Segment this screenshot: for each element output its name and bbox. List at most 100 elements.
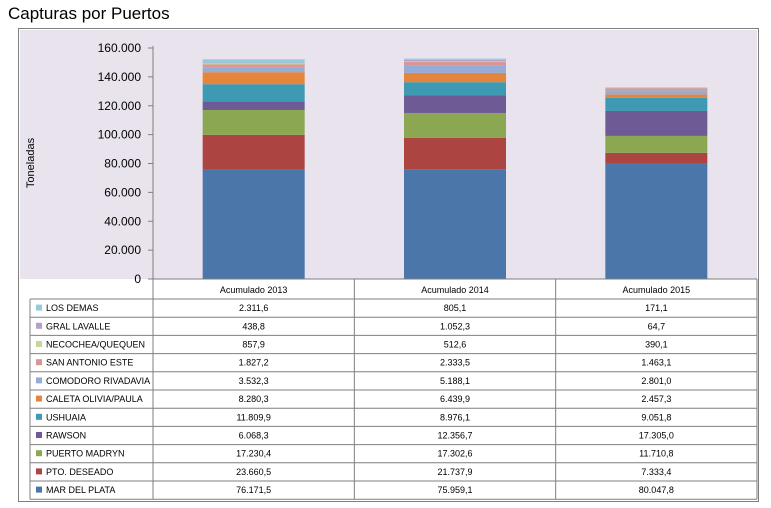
legend-label: NECOCHEA/QUEQUEN — [46, 340, 145, 350]
data-label: 3.532,3 — [239, 376, 269, 386]
bar-segment — [404, 95, 506, 113]
data-label: 17.305,0 — [639, 431, 674, 441]
data-label: 805,1 — [444, 303, 467, 313]
bar-segment — [202, 134, 305, 170]
bar-segment — [404, 58, 506, 60]
data-label: 17.230,4 — [236, 449, 271, 459]
bar-segment — [202, 72, 305, 85]
bar-segment — [202, 64, 305, 68]
bar-segment — [202, 109, 305, 135]
data-label: 11.809,9 — [236, 412, 270, 422]
legend-swatch — [36, 359, 42, 366]
y-tick-label: 100.000 — [98, 128, 142, 142]
bar-segment — [605, 94, 708, 98]
y-axis-label: Toneladas — [25, 137, 37, 188]
data-label: 12.356,7 — [437, 431, 472, 441]
data-label: 8.280,3 — [239, 394, 269, 404]
legend-swatch — [36, 377, 42, 384]
data-label: 1.463,1 — [641, 358, 671, 368]
data-label: 6.439,9 — [440, 394, 470, 404]
legend-swatch — [36, 341, 42, 347]
data-label: 80.047,8 — [639, 485, 674, 495]
legend-swatch — [36, 322, 42, 329]
data-label: 76.171,5 — [236, 485, 271, 495]
data-label: 512,6 — [444, 340, 467, 350]
data-label: 1.052,3 — [440, 321, 470, 331]
chart-title: Capturas por Puertos — [8, 4, 170, 23]
category-label: Acumulado 2013 — [220, 285, 288, 295]
y-tick-label: 140.000 — [98, 70, 142, 84]
data-label: 64,7 — [648, 321, 666, 331]
y-tick-label: 160.000 — [98, 41, 142, 55]
legend-swatch — [36, 304, 42, 311]
data-label: 2.311,6 — [239, 303, 268, 313]
data-label: 6.068,3 — [239, 431, 269, 441]
y-tick-label: 120.000 — [98, 99, 142, 113]
bar-segment — [605, 110, 708, 136]
legend-label: USHUAIA — [46, 412, 86, 422]
legend-label: LOS DEMAS — [46, 303, 99, 313]
data-label: 2.333,5 — [440, 358, 470, 368]
data-label: 390,1 — [645, 340, 668, 350]
data-label: 17.302,6 — [437, 449, 472, 459]
legend-swatch — [36, 432, 42, 438]
bar-segment — [404, 72, 506, 83]
legend-swatch — [36, 450, 42, 457]
data-label: 438,8 — [242, 321, 265, 331]
y-tick-label: 0 — [134, 272, 141, 286]
bar-segment — [605, 87, 708, 89]
category-label: Acumulado 2014 — [421, 285, 489, 295]
data-label: 21.737,9 — [437, 467, 472, 477]
data-label: 2.801,0 — [641, 376, 671, 386]
legend-label: COMODORO RIVADAVIA — [46, 376, 150, 386]
legend-swatch — [36, 486, 42, 493]
data-label: 9.051,8 — [641, 412, 671, 422]
data-label: 857,9 — [242, 340, 265, 350]
legend-swatch — [36, 395, 42, 402]
bar-segment — [202, 169, 305, 279]
data-label: 7.333,4 — [641, 467, 671, 477]
bar-segment — [404, 137, 506, 170]
bar-segment — [404, 112, 506, 138]
bar-segment — [202, 84, 305, 102]
data-label: 1.827,2 — [239, 358, 269, 368]
bar-segment — [605, 97, 708, 111]
bar-segment — [404, 82, 506, 96]
legend-swatch — [36, 413, 42, 420]
bar-segment — [404, 169, 506, 279]
data-label: 11.710,8 — [639, 449, 673, 459]
bar-segment — [404, 62, 506, 66]
legend-label: MAR DEL PLATA — [46, 485, 115, 495]
bar-segment — [202, 59, 305, 63]
legend-label: GRAL LAVALLE — [46, 321, 110, 331]
y-tick-label: 60.000 — [104, 185, 141, 199]
bar-segment — [404, 65, 506, 73]
bar-segment — [605, 88, 708, 91]
data-label: 5.188,1 — [440, 376, 470, 386]
y-tick-label: 40.000 — [104, 214, 141, 228]
bar-segment — [202, 67, 305, 73]
bar-segment — [202, 101, 305, 110]
data-label: 75.959,1 — [437, 485, 472, 495]
bar-segment — [605, 90, 708, 95]
legend-label: SAN ANTONIO ESTE — [46, 358, 133, 368]
legend-label: PTO. DESEADO — [46, 467, 113, 477]
data-label: 171,1 — [645, 303, 668, 313]
data-label: 2.457,3 — [641, 394, 671, 404]
legend-swatch — [36, 468, 42, 475]
legend-label: CALETA OLIVIA/PAULA — [46, 394, 143, 404]
bar-segment — [605, 135, 708, 153]
bar-segment — [404, 61, 506, 63]
data-label: 23.660,5 — [236, 467, 271, 477]
bar-segment — [605, 152, 708, 164]
y-tick-label: 80.000 — [104, 157, 141, 171]
data-label: 8.976,1 — [440, 412, 470, 422]
legend-label: PUERTO MADRYN — [46, 449, 125, 459]
bar-segment — [202, 62, 305, 64]
y-tick-label: 20.000 — [104, 243, 141, 257]
category-label: Acumulado 2015 — [623, 285, 691, 295]
legend-label: RAWSON — [46, 431, 86, 441]
bar-segment — [202, 63, 305, 65]
bar-segment — [404, 59, 506, 62]
